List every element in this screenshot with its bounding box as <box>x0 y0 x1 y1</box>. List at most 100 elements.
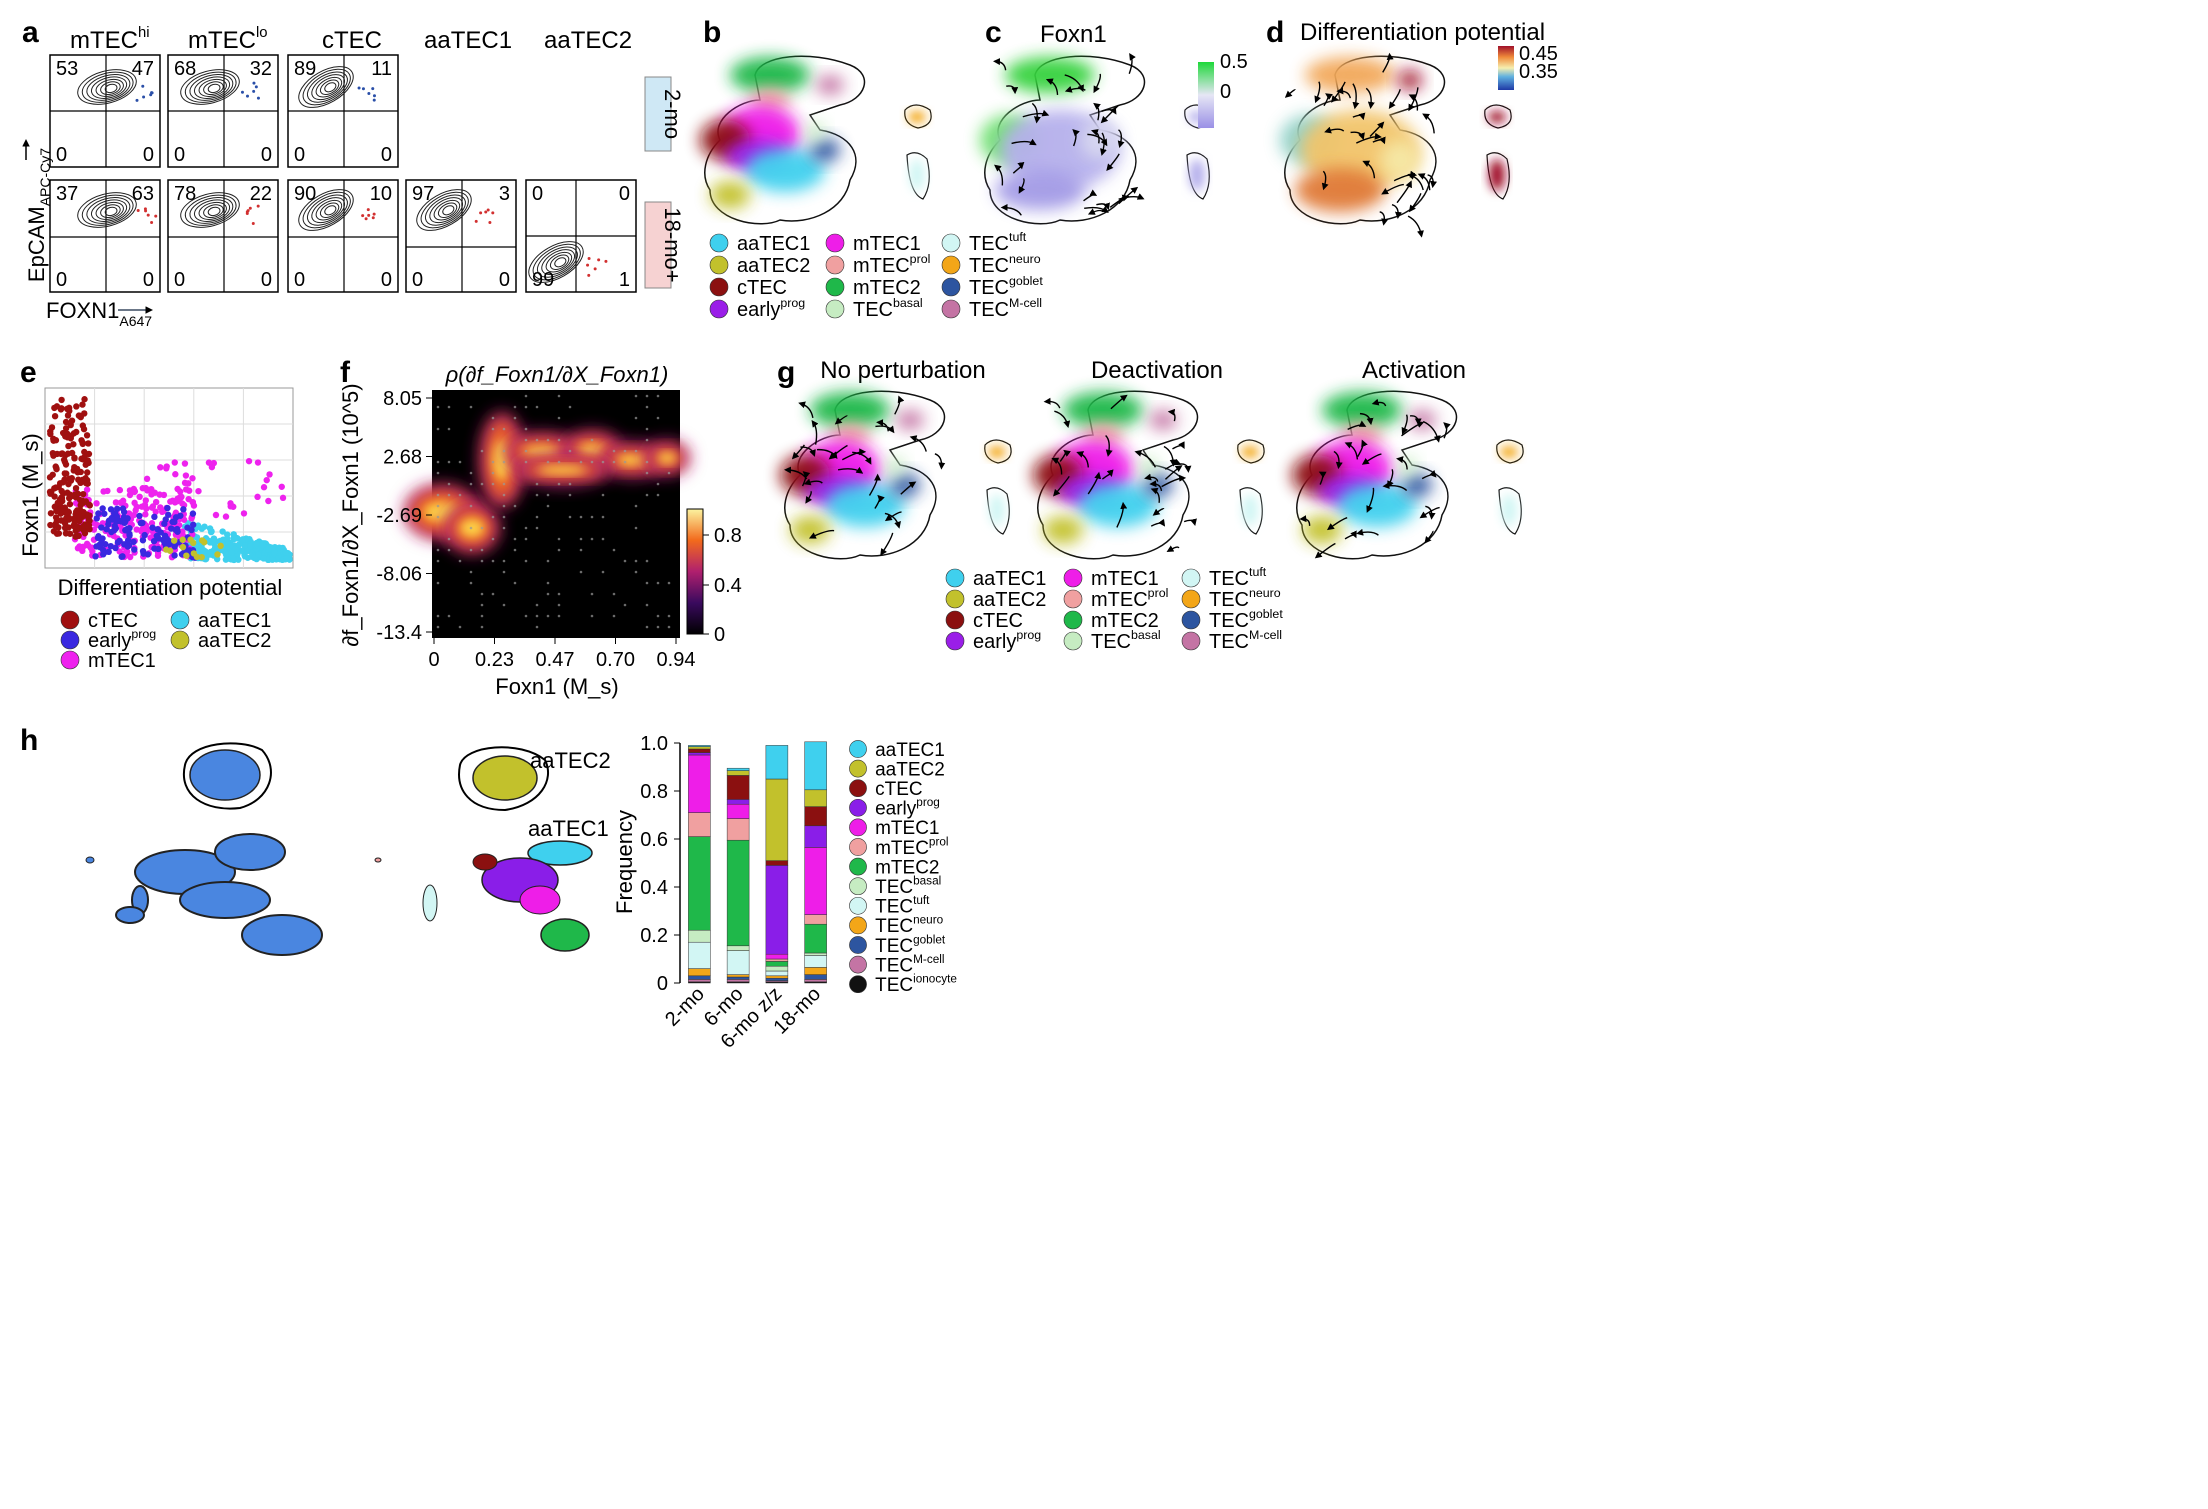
umap-cluster-blob <box>896 410 924 430</box>
scatter-e-point <box>227 503 234 510</box>
velocity-streamline <box>1179 463 1192 473</box>
bar-h-segment <box>688 968 711 977</box>
scatter-e-point <box>207 551 214 558</box>
legend-h-label: aaTEC2 <box>875 759 945 780</box>
velocity-streamline <box>1344 442 1359 460</box>
velocity-streamline <box>874 494 885 509</box>
legend-b-label: TECM-cell <box>969 296 1042 321</box>
scatter-e-point <box>52 437 60 444</box>
heatmap-f-dot <box>524 427 528 431</box>
scatter-e-point <box>152 508 159 515</box>
scatter-e-point <box>239 536 246 543</box>
heatmap-f-dot <box>480 559 484 563</box>
scatter-e-point <box>81 448 88 456</box>
bar-h-segment <box>804 847 827 915</box>
velocity-streamline <box>1134 449 1157 468</box>
heatmap-f-dot <box>436 614 440 618</box>
flow-col-header: cTEC <box>322 27 382 54</box>
scatter-e-point <box>47 490 54 497</box>
scatter-e-point <box>157 504 164 511</box>
umap-h-cluster-aatec2 <box>472 755 538 801</box>
heatmap-f-dot <box>502 504 506 508</box>
flow-contour <box>193 199 231 222</box>
heatmap-f-dot <box>656 581 660 585</box>
flow-outlier-dot <box>240 90 244 94</box>
heatmap-f-dot <box>535 515 539 519</box>
flow-contour <box>420 191 469 229</box>
heatmap-f-dot <box>601 493 605 497</box>
heatmap-f-dot <box>557 394 561 398</box>
flow-contour <box>184 194 237 226</box>
heatmap-f-dot <box>557 548 561 552</box>
scatter-e-point <box>50 528 58 535</box>
legend-b-label: mTEC2 <box>853 277 921 299</box>
panel-h-label-aatec2: aaTEC2 <box>530 748 611 773</box>
flow-contour <box>311 197 346 224</box>
heatmap-f-dot <box>469 471 473 475</box>
bar-h-segment <box>804 974 827 980</box>
flow-contour <box>302 191 351 229</box>
heatmap-f-dot <box>601 537 605 541</box>
velocity-streamline <box>1163 445 1177 467</box>
heatmap-f-dot <box>557 416 561 420</box>
umap-h-cluster-mtec1 <box>519 885 561 915</box>
legend-b-label: aaTEC1 <box>737 233 810 255</box>
legend-g-swatch <box>1181 589 1201 609</box>
umap-cluster-blob <box>885 457 905 477</box>
bar-h-segment <box>765 961 789 967</box>
velocity-streamline <box>1326 517 1348 531</box>
heatmap-f-dot <box>502 427 506 431</box>
scatter-e-point <box>131 488 138 496</box>
heatmap-f-dot <box>590 592 594 596</box>
legend-h-swatch <box>849 740 867 758</box>
scatter-e-point <box>64 450 72 457</box>
flow-outlier-dot <box>491 211 495 215</box>
velocity-streamline <box>900 481 917 495</box>
scatter-e-point <box>211 544 219 551</box>
scatter-e-point <box>105 517 113 524</box>
scatter-e-point <box>49 449 57 457</box>
scatter-e-point <box>165 511 172 519</box>
legend-g-label: TECbasal <box>1091 628 1161 653</box>
flow-outlier-dot <box>586 263 590 267</box>
umap-cluster-blob <box>1337 483 1417 527</box>
heatmap-f-dot <box>557 614 561 618</box>
legend-g-label: earlyprog <box>973 628 1041 653</box>
bar-h-ytick-label: 0.4 <box>640 877 668 899</box>
legend-b-swatch <box>941 299 961 319</box>
scatter-e-point <box>260 484 268 491</box>
heatmap-f-dot <box>491 559 495 563</box>
legend-g-label: aaTEC2 <box>973 589 1046 611</box>
heatmap-f-dot <box>656 394 660 398</box>
heatmap-f-dot <box>623 449 627 453</box>
heatmap-f-dot <box>480 592 484 596</box>
heatmap-f-dot <box>513 416 517 420</box>
flow-col-header: aaTEC2 <box>544 27 632 54</box>
scatter-e-point <box>139 519 146 527</box>
scatter-e-point <box>126 491 134 499</box>
heatmap-f-dot <box>557 482 561 486</box>
heatmap-f-dot <box>491 471 495 475</box>
panel-g-umaps <box>780 390 1524 560</box>
scatter-e-point <box>253 540 260 548</box>
bar-h-segment <box>804 806 827 827</box>
scatter-e-point <box>131 546 138 553</box>
scatter-e-point <box>99 505 106 512</box>
heatmap-f-dot <box>469 548 473 552</box>
bar-h-segment <box>726 770 750 776</box>
heatmap-f-dot <box>436 548 440 552</box>
scatter-e-point <box>53 464 60 472</box>
panel-f-ylabel: ∂f_Foxn1/∂X_Foxn1 (10^5) <box>338 383 363 646</box>
umap-cluster-blob <box>1380 140 1420 180</box>
velocity-streamline <box>1417 173 1431 191</box>
scatter-e-point <box>159 536 167 544</box>
scatter-e-point <box>123 548 131 555</box>
umap-h-cluster-mtec2 <box>540 918 590 952</box>
scatter-e-point <box>55 530 63 537</box>
scatter-e-point <box>139 547 147 555</box>
legend-g-swatch <box>945 631 965 651</box>
heatmap-f-dot <box>645 625 649 629</box>
bar-h-segment <box>726 979 750 983</box>
scatter-e-point <box>126 532 133 539</box>
